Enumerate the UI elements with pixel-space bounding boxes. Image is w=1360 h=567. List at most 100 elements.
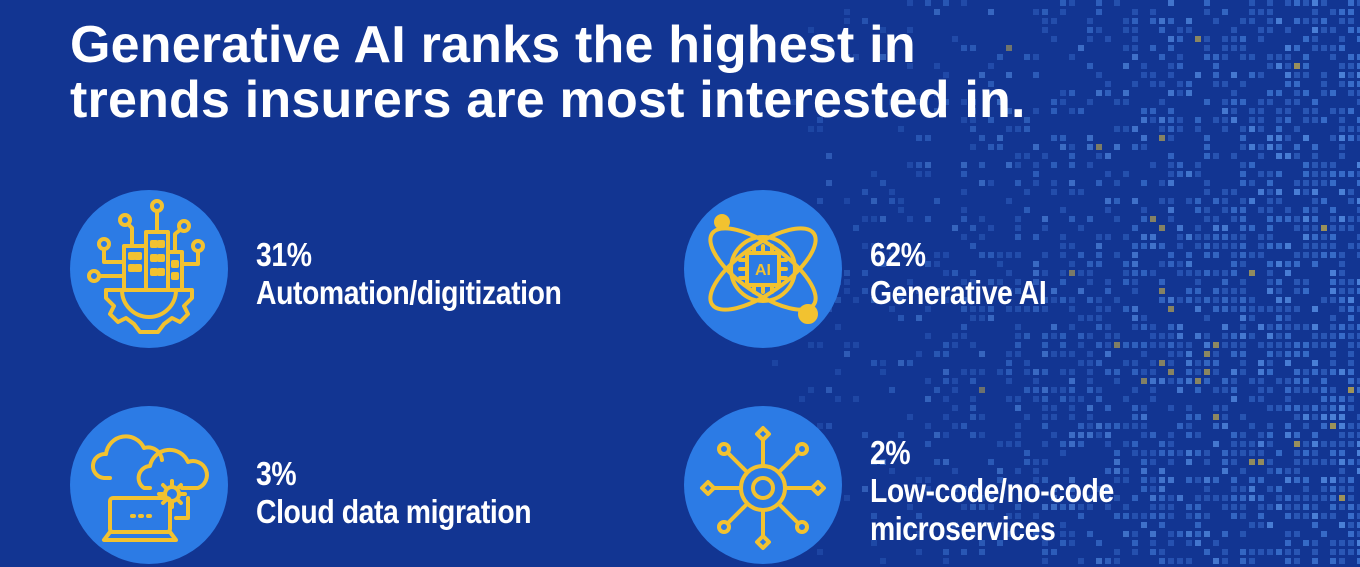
background-pixel <box>1276 324 1282 330</box>
background-pixel <box>952 225 958 231</box>
background-pixel <box>1330 207 1336 213</box>
stat-percent: 31% <box>256 236 312 273</box>
background-pixel <box>988 81 994 87</box>
background-pixel <box>970 270 976 276</box>
background-pixel <box>1339 459 1345 465</box>
background-pixel <box>1087 414 1093 420</box>
background-pixel <box>853 342 859 348</box>
background-pixel <box>1195 387 1201 393</box>
background-pixel <box>1213 117 1219 123</box>
background-pixel <box>1060 441 1066 447</box>
background-pixel <box>943 432 949 438</box>
background-pixel <box>898 126 904 132</box>
background-pixel <box>1240 81 1246 87</box>
background-pixel <box>1168 18 1174 24</box>
background-pixel <box>1348 504 1354 510</box>
background-pixel <box>988 180 994 186</box>
background-pixel <box>1267 99 1273 105</box>
background-pixel <box>1051 405 1057 411</box>
background-pixel <box>1168 72 1174 78</box>
background-pixel <box>1087 432 1093 438</box>
background-pixel <box>1348 477 1354 483</box>
background-pixel <box>916 549 922 555</box>
background-pixel <box>907 216 913 222</box>
background-pixel <box>1006 108 1012 114</box>
background-pixel <box>1294 81 1300 87</box>
background-pixel <box>1060 99 1066 105</box>
background-pixel <box>961 549 967 555</box>
background-pixel <box>1051 432 1057 438</box>
background-pixel <box>1141 207 1147 213</box>
background-pixel <box>1060 369 1066 375</box>
background-pixel <box>1240 261 1246 267</box>
background-pixel <box>1213 351 1219 357</box>
background-pixel <box>1213 477 1219 483</box>
background-pixel <box>952 333 958 339</box>
background-pixel <box>1240 432 1246 438</box>
background-pixel <box>1069 414 1075 420</box>
background-pixel <box>1132 423 1138 429</box>
background-pixel <box>970 225 976 231</box>
background-pixel <box>1150 549 1156 555</box>
background-pixel <box>970 144 976 150</box>
background-pixel <box>1240 207 1246 213</box>
background-pixel <box>1285 378 1291 384</box>
background-pixel <box>1033 144 1039 150</box>
background-pixel <box>1078 504 1084 510</box>
background-pixel <box>1141 72 1147 78</box>
background-pixel <box>1114 423 1120 429</box>
background-pixel <box>1249 117 1255 123</box>
background-pixel <box>1267 9 1273 15</box>
background-pixel <box>817 117 823 123</box>
background-pixel <box>1195 126 1201 132</box>
background-pixel <box>862 18 868 24</box>
background-pixel <box>1330 405 1336 411</box>
background-pixel <box>1132 441 1138 447</box>
background-pixel <box>1105 306 1111 312</box>
background-pixel <box>1357 324 1360 330</box>
background-pixel <box>988 9 994 15</box>
background-pixel <box>889 306 895 312</box>
background-pixel <box>1060 243 1066 249</box>
background-pixel <box>1285 297 1291 303</box>
background-pixel <box>1150 450 1156 456</box>
background-pixel <box>1339 468 1345 474</box>
background-pixel <box>1132 531 1138 537</box>
background-pixel <box>1168 495 1174 501</box>
background-pixel <box>1141 342 1147 348</box>
background-pixel <box>1123 531 1129 537</box>
background-pixel <box>1186 405 1192 411</box>
background-pixel <box>844 495 850 501</box>
background-pixel <box>1285 477 1291 483</box>
background-pixel <box>1321 171 1327 177</box>
background-pixel <box>1042 477 1048 483</box>
background-pixel <box>1105 558 1111 564</box>
background-pixel <box>1267 369 1273 375</box>
background-pixel <box>889 468 895 474</box>
background-pixel <box>1330 486 1336 492</box>
background-pixel <box>1213 306 1219 312</box>
background-pixel <box>853 225 859 231</box>
background-pixel <box>1231 441 1237 447</box>
background-pixel <box>1168 504 1174 510</box>
background-pixel <box>1294 45 1300 51</box>
headline-line-1: Generative AI ranks the highest in <box>70 16 916 74</box>
background-pixel <box>1348 126 1354 132</box>
background-pixel <box>1231 396 1237 402</box>
background-pixel <box>1015 423 1021 429</box>
background-pixel <box>979 72 985 78</box>
background-pixel <box>1285 153 1291 159</box>
background-pixel <box>1159 342 1165 348</box>
background-pixel <box>970 414 976 420</box>
background-pixel <box>1168 207 1174 213</box>
background-pixel <box>1150 387 1156 393</box>
background-pixel <box>943 414 949 420</box>
background-pixel <box>1186 432 1192 438</box>
background-pixel <box>1339 477 1345 483</box>
background-pixel <box>988 225 994 231</box>
background-pixel <box>1231 234 1237 240</box>
background-pixel <box>1168 180 1174 186</box>
background-pixel <box>1204 378 1210 384</box>
background-pixel <box>1348 225 1354 231</box>
background-pixel <box>1285 54 1291 60</box>
